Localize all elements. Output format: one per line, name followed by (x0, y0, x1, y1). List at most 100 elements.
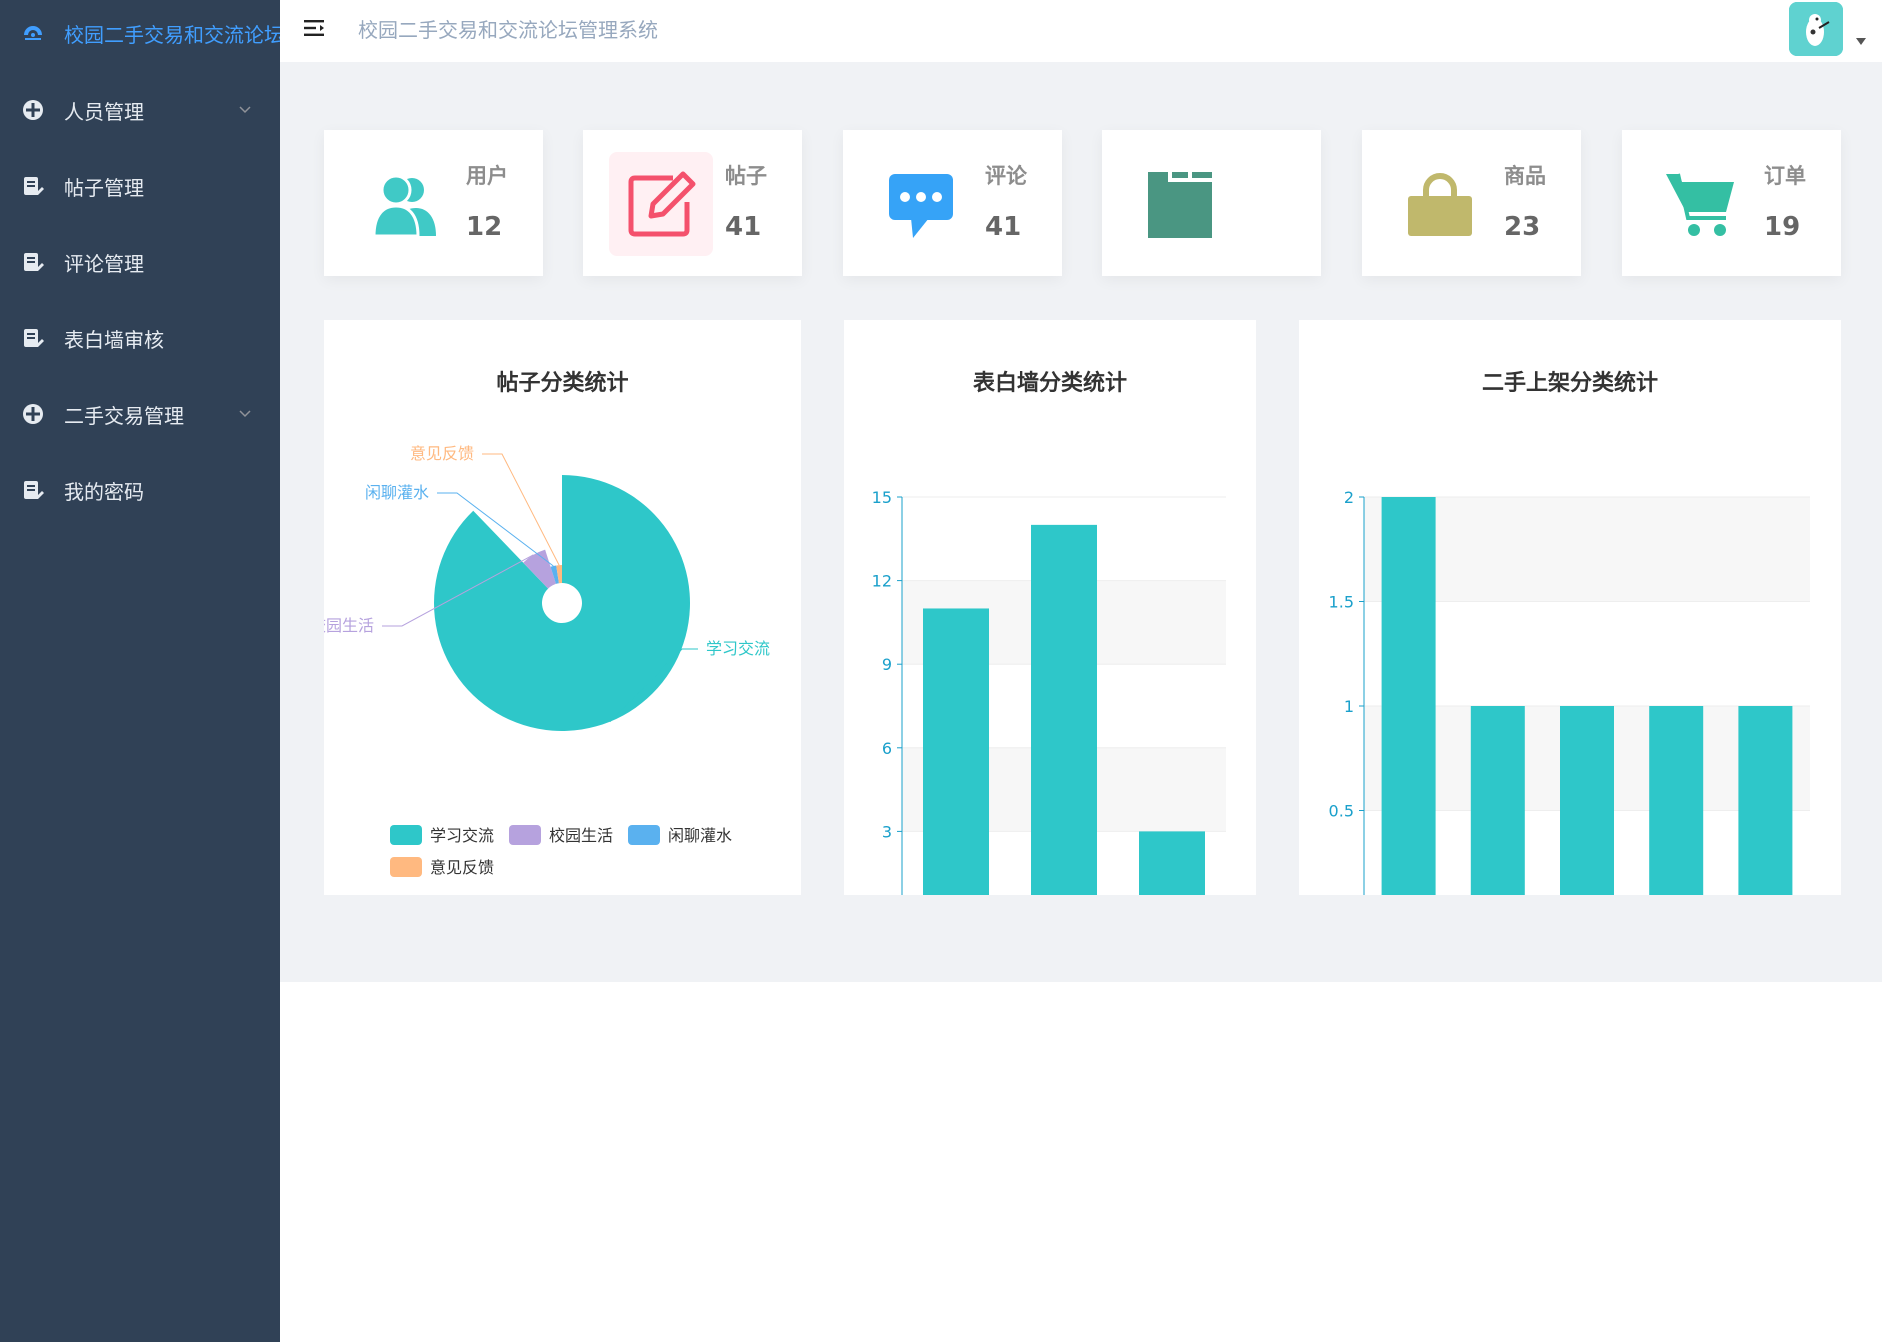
pie-label-line (482, 453, 560, 566)
pie-slice[interactable] (556, 565, 562, 584)
chart-card-secondhand: 二手上架分类统计 00.511.52雨伞/日..台灯小桌子风扇小电器 (1299, 320, 1841, 895)
pie-slice[interactable] (550, 565, 559, 584)
legend-label[interactable]: 学习交流 (430, 826, 494, 845)
y-tick-label: 12 (872, 572, 892, 591)
pie-slice[interactable] (523, 549, 556, 589)
chart-title: 表白墙分类统计 (972, 371, 1127, 396)
legend-label[interactable]: 校园生活 (549, 826, 613, 845)
sidebar-item-confession-wall[interactable]: 表白墙审核 (0, 300, 280, 376)
bar[interactable] (1470, 706, 1525, 895)
stat-card-folder[interactable] (1102, 130, 1321, 276)
main-content: 用户 12 帖子 41 评论 41 (280, 62, 1882, 982)
bar[interactable] (1381, 497, 1436, 895)
stat-card-posts[interactable]: 帖子 41 (583, 130, 802, 276)
legend-label[interactable]: 意见反馈 (430, 858, 494, 877)
sidebar-item-password[interactable]: 我的密码 (0, 452, 280, 528)
sidebar-item-posts[interactable]: 帖子管理 (0, 148, 280, 224)
chevron-down-icon (239, 410, 251, 418)
bar[interactable] (1560, 706, 1614, 895)
y-tick-label: 3 (882, 822, 892, 841)
pie-label: 闲聊灌水 (365, 483, 429, 502)
message-icon (869, 152, 973, 256)
stat-card-comments[interactable]: 评论 41 (843, 130, 1062, 276)
bar[interactable] (923, 608, 989, 895)
chart-card-confession-wall: 表白墙分类统计 03691215未审核审核通过审核不通.. (844, 320, 1256, 895)
chart-title: 帖子分类统计 (496, 371, 629, 396)
bar[interactable] (1139, 831, 1205, 895)
sidebar-item-trade[interactable]: 二手交易管理 (0, 376, 280, 452)
document-edit-icon (24, 329, 44, 347)
stat-label: 帖子 (725, 164, 767, 188)
lock-bag-icon (1388, 152, 1492, 256)
grid-band (1364, 497, 1810, 602)
stat-label: 商品 (1504, 164, 1546, 188)
stat-value: 12 (466, 212, 503, 242)
stat-value: 19 (1764, 212, 1801, 242)
pie-chart: 学习交流校园生活闲聊灌水意见反馈学习交流校园生活闲聊灌水意见反馈 (324, 444, 770, 877)
users-icon (350, 152, 454, 256)
document-edit-icon (24, 481, 44, 499)
avatar-image (1789, 2, 1843, 56)
chevron-down-icon (239, 106, 251, 114)
bar[interactable] (1738, 706, 1793, 895)
stat-value: 41 (725, 212, 762, 242)
y-tick-label: 2 (1344, 488, 1354, 507)
y-tick-label: 0.5 (1329, 802, 1354, 821)
y-tick-label: 1 (1344, 697, 1354, 716)
sidebar-item-label: 我的密码 (64, 479, 144, 504)
legend-swatch[interactable] (390, 825, 422, 845)
stat-label: 用户 (466, 164, 508, 188)
pie-label-line (609, 648, 698, 723)
sidebar-menu: 人员管理 帖子管理 评论管理 (0, 72, 280, 528)
hamburger-icon[interactable] (302, 16, 328, 40)
pie-slice[interactable] (434, 475, 691, 731)
edit-icon (609, 152, 713, 256)
sidebar-item-label: 二手交易管理 (64, 403, 184, 428)
stat-card-orders[interactable]: 订单 19 (1622, 130, 1841, 276)
document-edit-icon (24, 177, 44, 195)
legend-label[interactable]: 闲聊灌水 (668, 826, 732, 845)
sidebar-brand[interactable]: 校园二手交易和交流论坛管理系统 (0, 0, 280, 66)
stat-value: 41 (985, 212, 1022, 242)
pie-label: 学习交流 (706, 639, 770, 658)
bar[interactable] (1031, 524, 1097, 895)
circle-plus-icon (23, 100, 43, 120)
sidebar-item-personnel[interactable]: 人员管理 (0, 72, 280, 148)
y-tick-label: 9 (882, 655, 892, 674)
circle-plus-icon (23, 404, 43, 424)
y-tick-label: 6 (882, 739, 892, 758)
stat-label: 评论 (985, 164, 1027, 188)
pie-label-line (437, 492, 554, 567)
legend-swatch[interactable] (628, 825, 660, 845)
avatar[interactable] (1789, 2, 1843, 56)
y-tick-label: 1.5 (1329, 593, 1354, 612)
stat-card-users[interactable]: 用户 12 (324, 130, 543, 276)
top-header: 校园二手交易和交流论坛管理系统 (280, 0, 1882, 62)
caret-down-icon[interactable] (1856, 38, 1866, 46)
chart-card-post-categories: 帖子分类统计 学习交流校园生活闲聊灌水意见反馈学习交流校园生活闲聊灌水意见反馈 (324, 320, 801, 895)
dashboard-icon (24, 26, 42, 40)
stat-value: 23 (1504, 212, 1541, 242)
pie-label: 意见反馈 (410, 444, 474, 463)
header-title: 校园二手交易和交流论坛管理系统 (358, 18, 658, 42)
bar[interactable] (1649, 706, 1704, 895)
cart-icon (1648, 152, 1752, 256)
document-edit-icon (24, 253, 44, 271)
legend-swatch[interactable] (390, 857, 422, 877)
bar-chart: 03691215未审核审核通过审核不通.. (872, 488, 1226, 895)
pie-label: 校园生活 (324, 616, 374, 635)
y-tick-label: 15 (872, 488, 892, 507)
folder-icon (1128, 152, 1232, 256)
bar-chart: 00.511.52雨伞/日..台灯小桌子风扇小电器 (1329, 488, 1810, 895)
sidebar-item-label: 帖子管理 (64, 175, 144, 200)
legend-swatch[interactable] (509, 825, 541, 845)
stat-label: 订单 (1764, 164, 1806, 188)
stat-card-products[interactable]: 商品 23 (1362, 130, 1581, 276)
chart-title: 二手上架分类统计 (1481, 371, 1658, 396)
sidebar-item-label: 人员管理 (64, 99, 144, 124)
pie-label-line (382, 554, 534, 627)
sidebar-item-comments[interactable]: 评论管理 (0, 224, 280, 300)
sidebar-brand-title: 校园二手交易和交流论坛管理系统 (64, 22, 280, 47)
sidebar-item-label: 评论管理 (64, 251, 144, 276)
sidebar: 校园二手交易和交流论坛管理系统 人员管理 帖子管理 (0, 0, 280, 1342)
